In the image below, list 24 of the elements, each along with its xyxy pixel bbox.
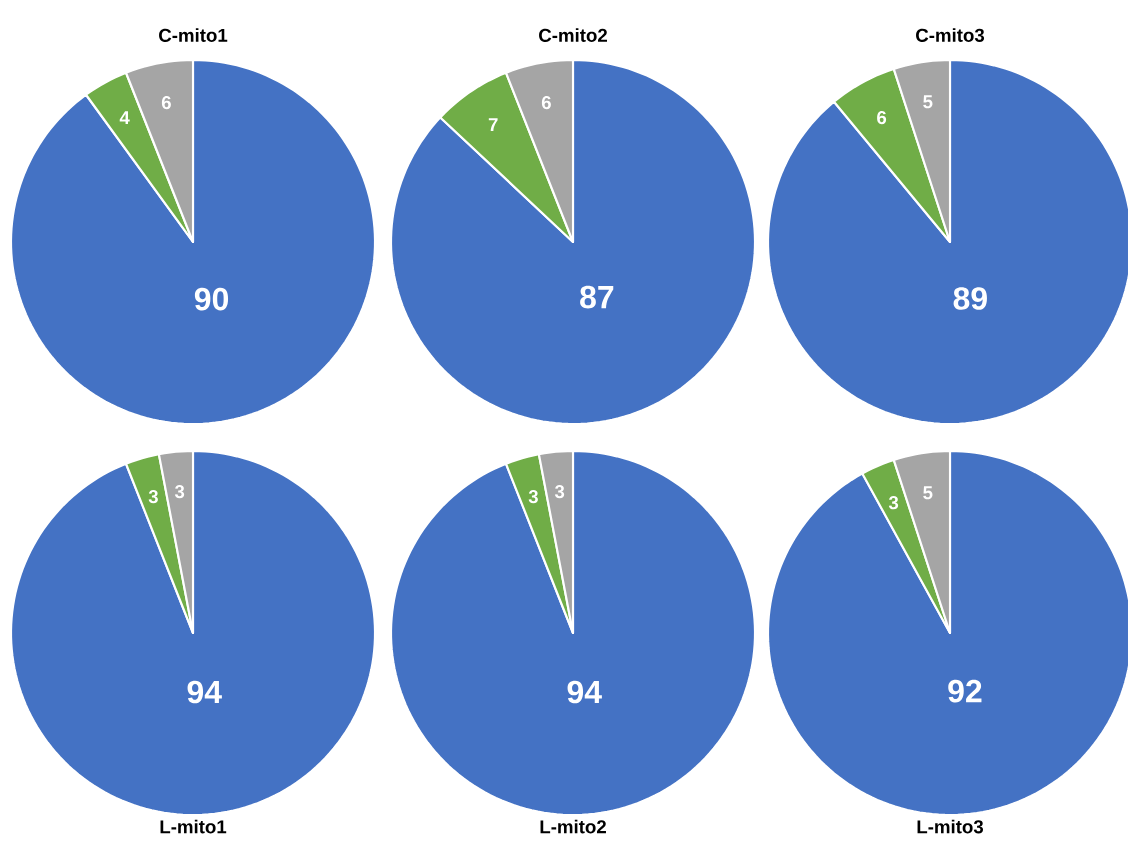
chart-title: C-mito2 — [539, 28, 607, 42]
data-label: 6 — [877, 110, 887, 125]
text: L-mito2 — [540, 819, 606, 834]
data-label: 3 — [148, 490, 158, 504]
data-label: 89 — [953, 287, 987, 310]
text: L-mito1 — [160, 819, 227, 834]
data-label: 94 — [187, 680, 222, 704]
data-label: 3 — [528, 490, 538, 504]
data-label: 5 — [923, 95, 933, 109]
data-label: 87 — [580, 285, 614, 309]
data-label: 3 — [888, 496, 899, 510]
data-label: 7 — [488, 118, 498, 131]
data-label: 3 — [554, 485, 565, 499]
data-label: 3 — [174, 485, 185, 499]
chart-title: C-mito3 — [916, 28, 985, 42]
data-label: 6 — [541, 95, 551, 110]
data-label: 90 — [194, 287, 229, 311]
data-label: 5 — [923, 486, 933, 500]
data-label: 6 — [161, 95, 171, 110]
data-label: 92 — [948, 679, 982, 703]
data-label: 4 — [119, 111, 130, 125]
chart-title: C-mito1 — [159, 28, 228, 42]
data-label: 94 — [567, 680, 602, 704]
text: L-mito3 — [917, 819, 984, 834]
